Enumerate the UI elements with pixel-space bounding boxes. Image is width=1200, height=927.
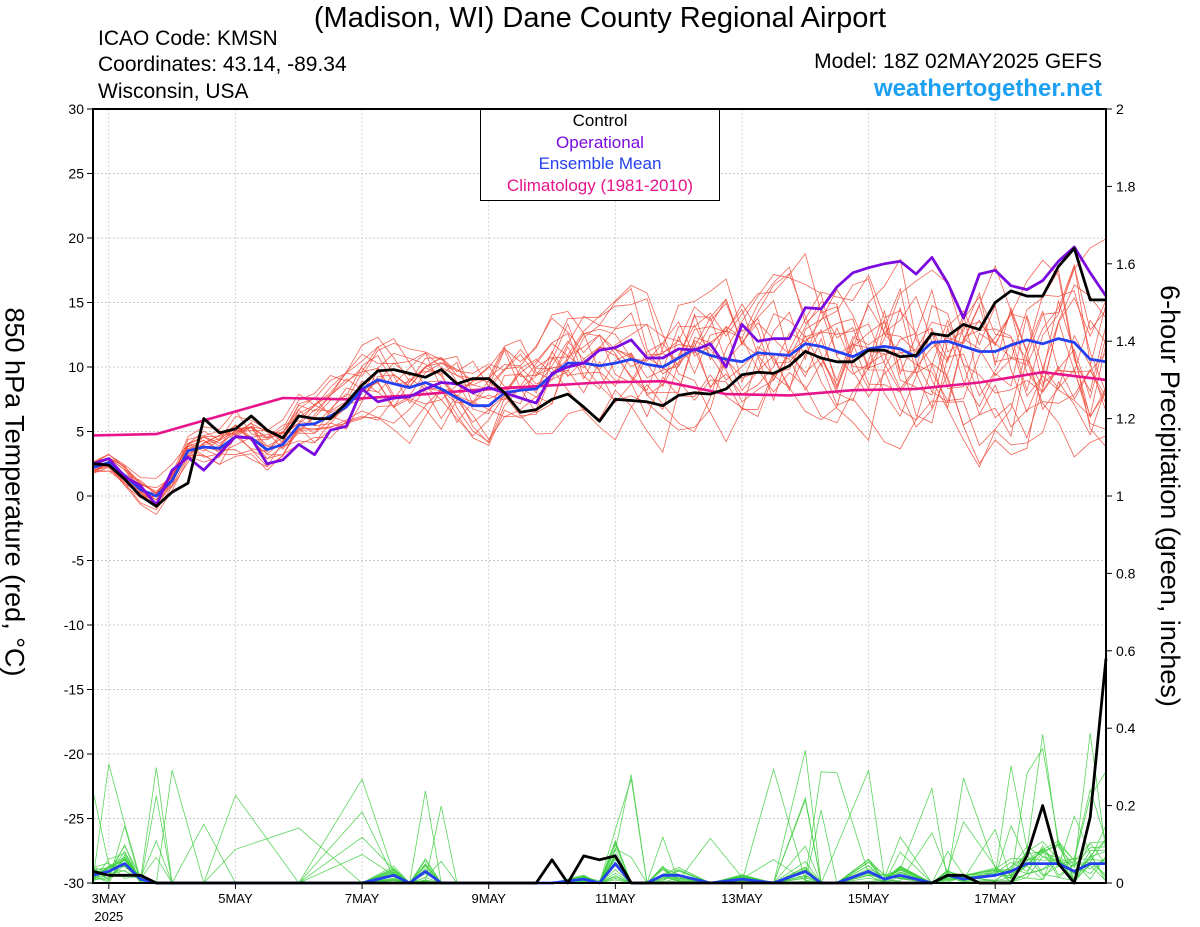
series-climatology-temp <box>92 370 1107 437</box>
series-control-precip <box>92 658 1108 885</box>
y2-tick-label: 1.8 <box>1116 178 1136 194</box>
y2-tick-label: 0.4 <box>1116 720 1136 736</box>
chart-title: (Madison, WI) Dane County Regional Airpo… <box>313 2 887 34</box>
x-tick-label: 17MAY <box>974 891 1016 906</box>
y-tick-label: 10 <box>68 359 84 375</box>
x-tick-label: 5MAY <box>218 891 253 906</box>
y-tick-label: 15 <box>68 295 84 311</box>
x-tick-label: 3MAY <box>92 891 127 906</box>
ensemble-member-precip-line <box>92 747 1107 884</box>
y2-tick-label: 1.4 <box>1116 333 1136 349</box>
series-ensemble_mean-temp <box>92 337 1107 498</box>
y-tick-label: 0 <box>76 488 84 504</box>
ensemble-member-precip-line <box>92 778 1107 884</box>
y-tick-label: -30 <box>64 875 84 891</box>
site-link[interactable]: weathertogether.net <box>873 75 1102 102</box>
ensemble-member-precip-line <box>92 767 1107 884</box>
x-tick-label: 9MAY <box>471 891 506 906</box>
series-control-temp <box>92 246 1106 508</box>
ensemble-member-temp-line <box>92 284 1107 492</box>
x-tick-label: 13MAY <box>721 891 763 906</box>
region: Wisconsin, USA <box>98 80 249 103</box>
ensemble-member-temp-line <box>92 252 1107 509</box>
x-tick-label: 7MAY <box>345 891 380 906</box>
gridlines <box>93 108 1106 884</box>
ensemble-member-precip-line <box>92 750 1107 884</box>
model-run: Model: 18Z 02MAY2025 GEFS <box>814 50 1102 73</box>
y2-tick-label: 0.6 <box>1116 643 1136 659</box>
y2-axis-label: 6-hour Precipitation (green, inches) <box>1155 285 1185 707</box>
axis-ticks: 302520151050-5-10-15-20-25-3021.81.61.41… <box>64 101 1136 924</box>
ensemble-member-precip-line <box>92 765 1107 884</box>
y-tick-label: 25 <box>68 166 84 182</box>
y2-tick-label: 0 <box>1116 875 1124 891</box>
y2-tick-label: 2 <box>1116 101 1124 117</box>
ensemble-member-temp-line <box>92 272 1107 494</box>
y-tick-label: 20 <box>68 230 84 246</box>
ensemble-member-temp-line <box>92 305 1107 497</box>
ensemble-member-precip-line <box>92 774 1107 884</box>
ensemble-member-precip-line <box>92 811 1107 884</box>
y-tick-label: -25 <box>64 811 84 827</box>
y2-tick-label: 1.2 <box>1116 411 1136 427</box>
legend-operational: Operational <box>556 132 644 152</box>
legend-climatology: Climatology (1981-2010) <box>506 175 694 195</box>
ensemble-member-precip-line <box>92 794 1107 884</box>
series-lines <box>92 245 1108 885</box>
y2-tick-label: 0.8 <box>1116 565 1136 581</box>
y2-tick-label: 0.2 <box>1116 798 1136 814</box>
coordinates: Coordinates: 43.14, -89.34 <box>98 53 347 76</box>
ensemble-member-temp-line <box>92 304 1107 498</box>
ensemble-member-temp-line <box>92 313 1107 495</box>
x-tick-year-label: 2025 <box>94 909 123 924</box>
ensemble-member-temp-line <box>92 259 1107 511</box>
x-tick-label: 11MAY <box>595 891 636 906</box>
y-tick-label: -15 <box>64 682 84 698</box>
ensemble-member-temp-line <box>92 297 1107 499</box>
y2-tick-label: 1.6 <box>1116 256 1136 272</box>
ensemble-member-precip-line <box>92 810 1106 884</box>
y-tick-label: 30 <box>68 101 84 117</box>
y-tick-label: 5 <box>76 424 84 440</box>
y2-tick-label: 1 <box>1116 488 1124 504</box>
y-tick-label: -20 <box>64 746 84 762</box>
ensemble-member-precip-line <box>92 769 1107 885</box>
x-tick-label: 15MAY <box>848 891 890 906</box>
ensemble-member-precip-line <box>92 771 1107 884</box>
ensemble-member-precip-line <box>92 769 1107 884</box>
legend: Control Operational Ensemble Mean Climat… <box>480 109 720 201</box>
icao-code: ICAO Code: KMSN <box>98 27 278 50</box>
legend-ensemble-mean: Ensemble Mean <box>538 154 662 173</box>
series-operational-temp <box>92 245 1108 507</box>
y-tick-label: -10 <box>64 617 84 633</box>
legend-control: Control <box>572 111 628 130</box>
ensemble-member-temp-line <box>92 298 1107 499</box>
y-tick-label: -5 <box>72 553 85 569</box>
y-axis-label-text: 850 hPa Temperature (red, °C) <box>0 307 30 677</box>
